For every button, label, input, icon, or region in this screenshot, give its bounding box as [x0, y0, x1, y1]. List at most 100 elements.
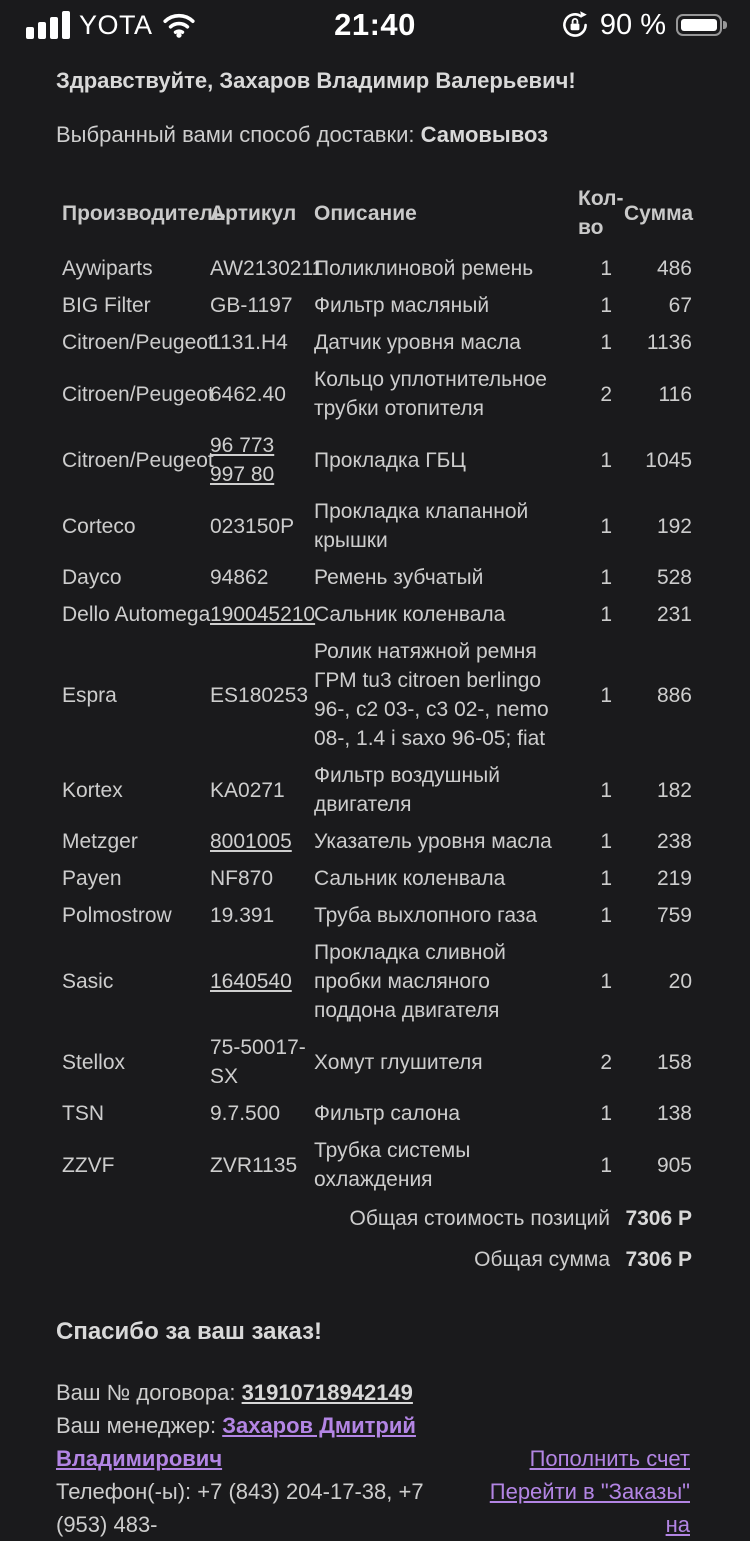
cell-sum: 759 [656, 904, 692, 927]
manager-line: Ваш менеджер: Захаров Дмитрий Владимиров… [56, 1409, 465, 1475]
cell-quantity: 1 [600, 830, 612, 853]
cell-description: Хомут глушителя [314, 1050, 483, 1074]
greeting-text: Здравствуйте, Захаров Владимир Валерьеви… [56, 68, 576, 93]
table-row: Dello Automega 190045210 Сальник коленвала… [62, 596, 692, 633]
total-label: Общая стоимость позиций [349, 1207, 611, 1230]
cell-manufacturer: Aywiparts [62, 257, 153, 280]
cell-manufacturer: Dayco [62, 566, 122, 589]
total-row: Общая стоимость позиций 7306 Р [62, 1198, 693, 1239]
total-value: 7306 Р [625, 1248, 692, 1271]
orientation-lock-icon [560, 10, 590, 40]
cell-quantity: 2 [600, 1050, 612, 1074]
cell-quantity: 2 [600, 382, 612, 406]
cell-sum: 116 [658, 382, 692, 406]
table-row: TSN 9.7.500 Фильтр салона 1 138 [62, 1095, 692, 1132]
cell-manufacturer: Espra [62, 683, 117, 707]
cell-sku: 75-50017-SX [210, 1036, 306, 1088]
cell-manufacturer: Kortex [62, 778, 123, 802]
cell-sku: NF870 [210, 867, 274, 890]
footer-links-block: Пополнить счет Перейти в "Заказы" на [465, 1442, 690, 1541]
cell-description: Прокладка сливной пробки масляного поддо… [314, 941, 506, 1022]
sku-link[interactable]: 1640540 [210, 970, 292, 993]
cell-sku: AW2130211 [210, 257, 324, 280]
manager-label: Ваш менеджер: [56, 1413, 223, 1438]
wifi-icon [162, 12, 196, 38]
cell-quantity: 1 [600, 448, 612, 472]
table-row: Citroen/Peugeot 6462.40 Кольцо уплотнитель… [62, 361, 692, 427]
cell-quantity: 1 [600, 1102, 612, 1125]
cell-manufacturer: TSN [62, 1102, 104, 1125]
cell-manufacturer: Sasic [62, 970, 114, 993]
table-row: Corteco 023150P Прокладка клапанной крышки… [62, 493, 692, 559]
top-up-account-link[interactable]: Пополнить счет [529, 1446, 690, 1471]
carrier-label: YOTA [79, 9, 153, 40]
time-label: 21:40 [334, 7, 416, 42]
cell-sku: 1131.H4 [210, 331, 288, 354]
table-row: Payen NF870 Сальник коленвала 1 219 [62, 860, 692, 897]
cell-quantity: 1 [600, 603, 612, 626]
cell-sum: 219 [656, 867, 692, 890]
cell-sum: 528 [656, 566, 692, 589]
thanks-heading: Спасибо за ваш заказ! [56, 1318, 323, 1345]
phones-line: Телефон(-ы): +7 (843) 204-17-38, +7 (953… [56, 1479, 424, 1537]
total-label: Общая сумма [474, 1248, 610, 1271]
sku-link[interactable]: 8001005 [210, 830, 292, 853]
cell-sku: 9.7.500 [210, 1102, 281, 1125]
cell-manufacturer: ZZVF [62, 1153, 115, 1177]
cell-manufacturer: Citroen/Peugeot [62, 382, 214, 406]
status-bar: YOTA 21:40 90 % [0, 0, 750, 44]
cell-description: Кольцо уплотнительное трубки отопителя [314, 368, 547, 420]
email-body: Здравствуйте, Захаров Владимир Валерьеви… [0, 44, 750, 1541]
cell-sku: ZVR1135 [210, 1153, 298, 1177]
cell-sum: 1045 [645, 448, 692, 472]
cell-description: Поликлиновой ремень [314, 257, 534, 280]
cell-sum: 182 [656, 778, 692, 802]
cell-sum: 886 [656, 683, 692, 707]
cell-sku: 6462.40 [210, 382, 286, 406]
cell-manufacturer: Citroen/Peugeot [62, 448, 214, 472]
table-row: Citroen/Peugeot 1131.H4 Датчик уровня масл… [62, 324, 692, 361]
cell-manufacturer: Polmostrow [62, 904, 172, 927]
cell-description: Указатель уровня масла [314, 830, 552, 853]
cell-manufacturer: Citroen/Peugeot [62, 331, 214, 354]
contract-line: Ваш № договора: 31910718942149 [56, 1376, 465, 1409]
cell-quantity: 1 [600, 514, 612, 538]
delivery-method-label: Выбранный вами способ доставки: [56, 122, 421, 147]
order-table-body: Aywiparts AW2130211 Поликлиновой ремень 1 48… [62, 250, 692, 1280]
cell-description: Трубка системы охлаждения [314, 1139, 471, 1191]
email-footer: Спасибо за ваш заказ! Ваш № договора: 31… [56, 1316, 690, 1541]
cell-sku: 96 773 997 80 [210, 427, 314, 493]
header-description: Описание [314, 201, 417, 225]
cell-description: Прокладка ГБЦ [314, 448, 466, 472]
cell-description: Фильтр салона [314, 1102, 461, 1125]
table-row: Sasic 1640540 Прокладка сливной пробки мас… [62, 934, 692, 1029]
cell-sum: 67 [668, 294, 692, 317]
cell-sum: 20 [668, 970, 692, 993]
cell-sum: 192 [656, 514, 692, 538]
cell-manufacturer: Dello Automega [62, 603, 211, 626]
cell-sum: 238 [656, 830, 692, 853]
cell-quantity: 1 [600, 1153, 612, 1177]
cell-sum: 231 [656, 603, 692, 626]
sku-link[interactable]: 190045210 [210, 603, 316, 626]
cell-description: Ремень зубчатый [314, 566, 484, 589]
battery-fill [681, 19, 717, 31]
sku-link[interactable]: 96 773 997 80 [210, 434, 275, 486]
table-row: Metzger 8001005 Указатель уровня масла 1 238 [62, 823, 692, 860]
cell-sku: 1640540 [210, 934, 314, 1029]
cell-sum: 158 [656, 1050, 692, 1074]
cell-sku: GB-1197 [210, 294, 293, 317]
table-header-row: Производитель Артикул Описание Кол-во Су… [62, 180, 693, 250]
contract-number-link[interactable]: 31910718942149 [241, 1380, 413, 1405]
cell-description: Труба выхлопного газа [314, 904, 538, 927]
battery-percent-label: 90 % [599, 8, 666, 41]
footer-contact-block: Ваш № договора: 31910718942149 Ваш менед… [56, 1376, 465, 1541]
cell-quantity: 1 [600, 257, 612, 280]
cell-quantity: 1 [600, 778, 612, 802]
table-row: Polmostrow 19.391 Труба выхлопного газа 1 75… [62, 897, 692, 934]
cell-description: Ролик натяжной ремня ГРМ tu3 citroen ber… [314, 640, 549, 750]
cell-description: Фильтр воздушный двигателя [314, 764, 500, 816]
battery-icon [676, 14, 727, 36]
cell-quantity: 1 [600, 683, 612, 707]
go-to-orders-link[interactable]: Перейти в "Заказы" на [489, 1479, 690, 1537]
